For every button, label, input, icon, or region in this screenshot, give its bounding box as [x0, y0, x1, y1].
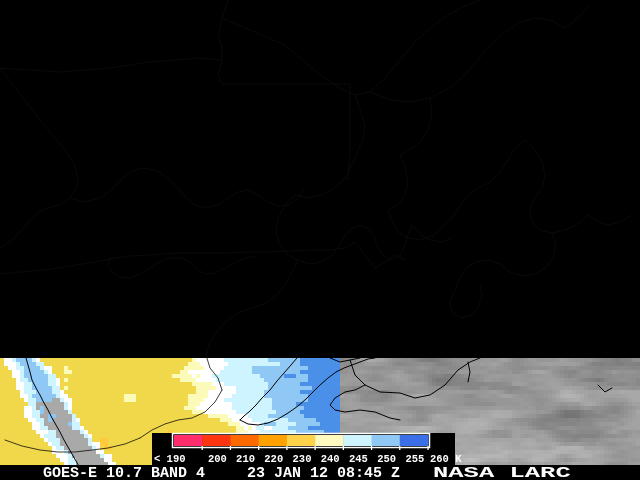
- svg-text:210: 210: [236, 453, 255, 465]
- svg-text:250: 250: [377, 453, 396, 465]
- svg-text:230: 230: [293, 453, 312, 465]
- svg-text:< 190: < 190: [154, 453, 186, 465]
- svg-text:260 K: 260 K: [430, 453, 462, 465]
- svg-text:245: 245: [349, 453, 368, 465]
- svg-text:240: 240: [321, 453, 340, 465]
- svg-text:220: 220: [264, 453, 283, 465]
- svg-text:255: 255: [405, 453, 424, 465]
- svg-text:200: 200: [208, 453, 227, 465]
